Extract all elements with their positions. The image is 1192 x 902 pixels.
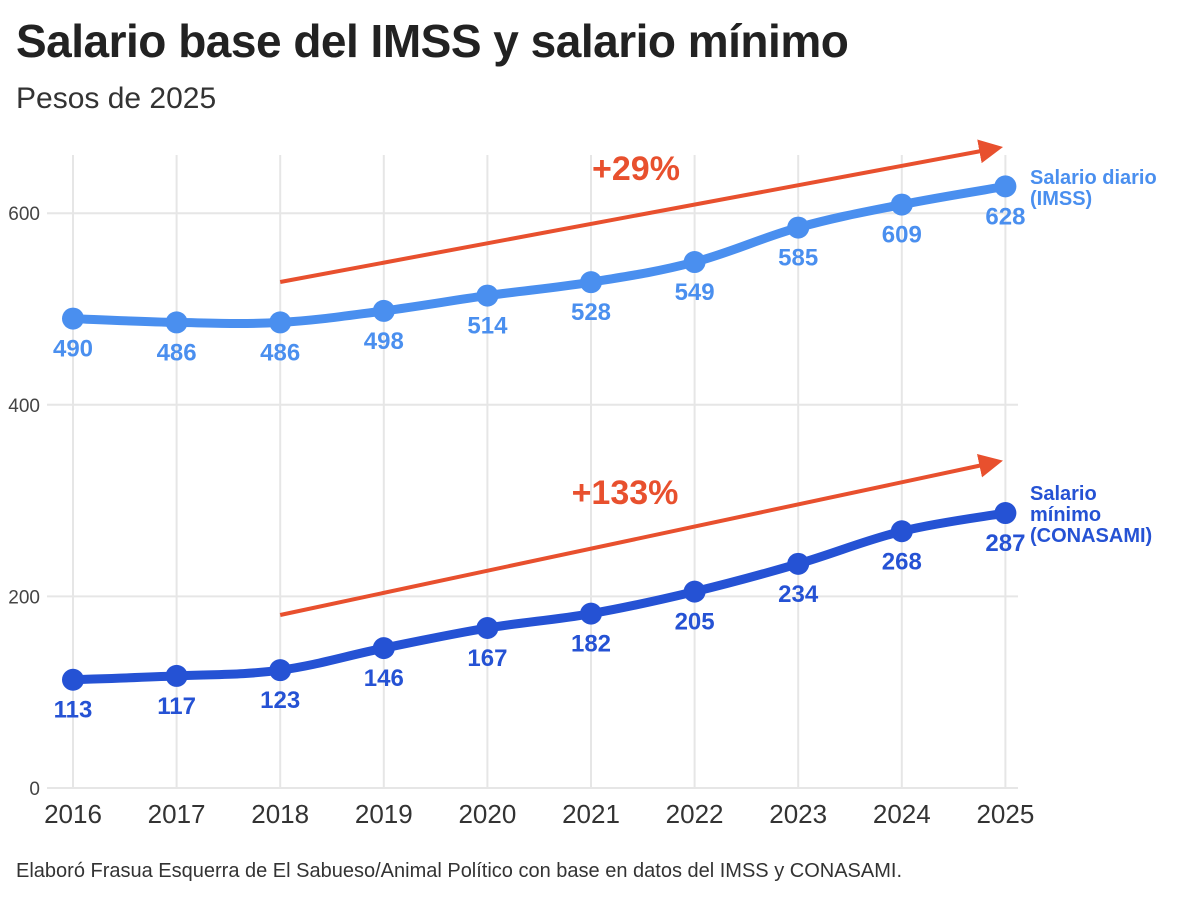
- data-label-minimo: 117: [157, 693, 196, 720]
- data-label-imss: 498: [364, 328, 404, 355]
- data-label-minimo: 182: [571, 631, 611, 658]
- data-label-minimo: 113: [54, 697, 93, 724]
- source-note: Elaboró Frasua Esquerra de El Sabueso/An…: [16, 860, 902, 882]
- y-tick-label: 0: [29, 779, 40, 800]
- data-point-minimo: [890, 520, 913, 543]
- y-tick-label: 600: [8, 204, 40, 225]
- data-point-imss: [787, 216, 810, 239]
- x-tick-label: 2025: [976, 799, 1034, 829]
- data-point-imss: [580, 271, 602, 294]
- x-tick-label: 2020: [458, 799, 516, 829]
- data-point-minimo: [683, 580, 706, 603]
- data-label-imss: 609: [882, 222, 922, 249]
- data-point-minimo: [580, 602, 602, 625]
- data-label-minimo: 234: [778, 581, 819, 608]
- series-line-minimo: [68, 508, 1010, 685]
- percent-change-label: +29%: [592, 150, 680, 188]
- data-label-imss: 628: [985, 203, 1025, 230]
- trend-arrows: [279, 139, 1004, 617]
- data-point-minimo: [476, 617, 499, 640]
- data-point-minimo: [994, 502, 1017, 525]
- data-point-imss: [994, 175, 1017, 198]
- data-label-imss: 549: [675, 279, 715, 306]
- data-label-minimo: 268: [882, 548, 922, 575]
- data-point-imss: [165, 311, 188, 334]
- series-label-line: mínimo: [1030, 504, 1101, 526]
- data-point-imss: [372, 299, 395, 322]
- series-label-minimo: Salario mínimo (CONASAMI): [1030, 483, 1152, 547]
- data-label-minimo: 146: [364, 665, 404, 692]
- data-label-imss: 585: [778, 245, 818, 272]
- trend-arrow: [279, 453, 1003, 617]
- line-chart: 0 200 400 600 2016 2017 2018 2019 2020 2021 2022 20…: [8, 139, 1157, 829]
- chart-subtitle: Pesos de 2025: [16, 82, 217, 115]
- data-point-imss: [269, 311, 292, 334]
- x-tick-label: 2019: [355, 799, 413, 829]
- y-tick-label: 200: [8, 587, 40, 608]
- chart-title: Salario base del IMSS y salario mínimo: [16, 15, 849, 67]
- data-label-imss: 486: [260, 339, 300, 366]
- data-label-imss: 486: [157, 339, 197, 366]
- data-label-minimo: 287: [985, 530, 1025, 557]
- grid-lines: [47, 155, 1018, 789]
- data-point-imss: [476, 284, 499, 307]
- data-point-minimo: [372, 637, 395, 660]
- data-point-minimo: [62, 668, 84, 691]
- trend-arrow: [279, 139, 1004, 284]
- data-point-minimo: [269, 659, 292, 682]
- data-point-imss: [890, 193, 913, 216]
- data-point-imss: [683, 251, 706, 274]
- percent-change-label: +133%: [572, 474, 679, 512]
- x-tick-label: 2017: [148, 799, 206, 829]
- series-label-line: (CONASAMI): [1030, 525, 1152, 547]
- y-tick-label: 400: [8, 396, 40, 417]
- series-lines: [62, 175, 1017, 691]
- series-label-imss: Salario diario (IMSS): [1030, 167, 1157, 210]
- x-tick-label: 2021: [562, 799, 620, 829]
- data-label-imss: 528: [571, 299, 611, 326]
- x-tick-label: 2024: [873, 799, 931, 829]
- x-tick-label: 2018: [251, 799, 309, 829]
- x-tick-label: 2022: [666, 799, 724, 829]
- series-label-line: Salario: [1030, 483, 1097, 505]
- data-point-minimo: [787, 552, 810, 575]
- x-tick-label: 2023: [769, 799, 827, 829]
- series-label-line: Salario diario: [1030, 167, 1157, 189]
- x-tick-label: 2016: [44, 799, 102, 829]
- data-point-imss: [62, 307, 84, 330]
- series-label-line: (IMSS): [1030, 188, 1092, 210]
- data-label-minimo: 205: [675, 609, 715, 636]
- series-line-imss: [68, 181, 1010, 329]
- data-label-minimo: 167: [467, 645, 507, 672]
- data-point-minimo: [165, 664, 188, 687]
- data-label-imss: 514: [467, 313, 508, 340]
- data-label-imss: 490: [53, 336, 93, 363]
- chart-labels: 0 200 400 600 2016 2017 2018 2019 2020 2021 2022 20…: [8, 150, 1156, 829]
- data-label-minimo: 123: [260, 687, 300, 714]
